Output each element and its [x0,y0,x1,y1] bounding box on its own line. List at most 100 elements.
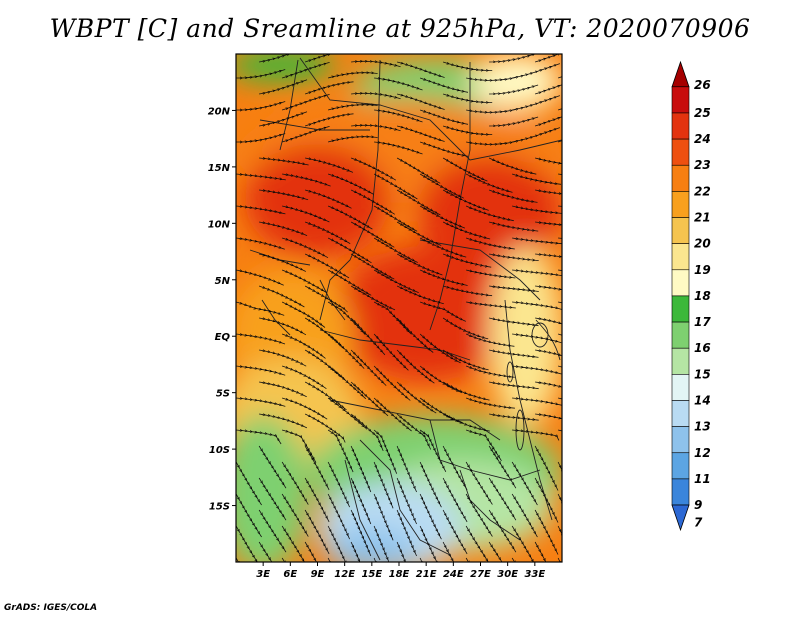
streamline [466,269,516,278]
lon-tick-label: 9E [311,569,325,580]
lon-tick-label: 15E [361,569,382,580]
streamline [373,429,398,474]
streamline [259,111,308,126]
streamline [327,105,378,111]
streamline [442,61,493,71]
colorbar-label: 14 [694,393,711,407]
streamline [396,93,445,110]
lat-tick-label: 10N [208,219,231,230]
streamline [535,286,562,295]
streamline [374,142,423,155]
streamline [373,525,393,562]
colorbar-label: 19 [694,263,711,277]
streamline [281,62,330,79]
lat-axis: 20N 15N 10N 5N EQ 5S 10S 15S [208,106,236,513]
streamline [351,93,401,100]
streamline [558,397,562,417]
streamline [512,270,562,276]
streamline [419,301,466,322]
lat-tick-label: 15S [209,502,230,513]
streamline [259,54,307,62]
lon-tick-label: 30E [497,569,518,580]
lat-tick-label: EQ [215,332,231,343]
colorbar-swatch [671,138,690,166]
streamline [534,54,583,63]
colorbar-swatch [671,295,690,323]
streamline [259,190,309,201]
region-hot-red-west [245,144,390,258]
map-title: WBPT [C] and Sreamline at 925hPa, VT: 20… [49,14,751,43]
streamline [581,286,628,303]
colorbar-label: 12 [694,446,711,460]
streamline [489,350,539,357]
streamline [512,95,561,110]
region-south-darkblue [326,528,418,562]
streamline [281,94,330,111]
lat-tick-label: 5N [215,276,231,287]
streamline [534,79,562,95]
streamlines [236,54,631,562]
streamline [581,414,622,441]
colorbar-label: 17 [694,315,711,329]
streamline [442,125,493,135]
streamline [236,270,284,286]
streamline [489,414,539,420]
colorbar-label: 7 [694,515,703,529]
colorbar-swatch [671,426,690,454]
streamline [512,127,561,142]
streamline [512,63,561,78]
streamline [396,541,417,562]
streamline [305,158,354,173]
streamline [512,334,562,344]
streamline [373,557,393,562]
streamline [489,286,539,292]
streamline [581,89,631,94]
lon-tick-label: 6E [283,569,297,580]
colorbar-swatch [671,164,690,192]
lon-tick-label: 27E [470,569,491,580]
streamline [259,158,309,166]
colorbar-max-triangle [671,60,690,88]
streamline [488,189,538,202]
colorbar: 26 25 24 23 22 21 20 19 18 17 16 15 14 13 12 11 9 7 [671,60,711,532]
streamline [396,125,445,142]
streamline [374,78,423,91]
streamline [581,57,631,62]
streamline [236,366,286,376]
streamline [281,237,329,259]
streamline [557,66,562,79]
streamline [442,253,492,267]
streamline [558,429,562,463]
streamline [259,79,308,94]
streamline [282,174,331,187]
streamline [327,525,350,562]
streamline [512,398,562,406]
streamline [465,237,515,249]
streamline [396,285,444,305]
lon-tick-label: 33E [524,569,545,580]
streamline [442,221,491,240]
streamline [351,61,401,68]
lon-axis: 3E 6E 9E 12E 15E 18E 21E 24E 27E 30E 33E [256,562,545,580]
colorbar-swatch [671,86,690,114]
streamline [581,350,622,378]
streamline [281,126,330,143]
streamline [466,302,516,308]
streamline [236,398,286,407]
colorbar-label: 15 [694,367,711,381]
streamline [581,318,621,347]
colorbar-swatch [671,374,690,401]
streamline [535,350,562,364]
streamline [327,429,354,473]
streamline [442,413,490,432]
streamline [351,125,401,132]
colorbar-label: 25 [694,106,711,120]
streamline [535,157,562,166]
streamline [465,173,513,193]
lon-tick-label: 21E [416,569,437,580]
streamline [581,121,631,126]
region-central-red [335,245,517,382]
region-sw-green [236,415,309,562]
streamline [512,430,560,441]
streamline [465,397,515,408]
